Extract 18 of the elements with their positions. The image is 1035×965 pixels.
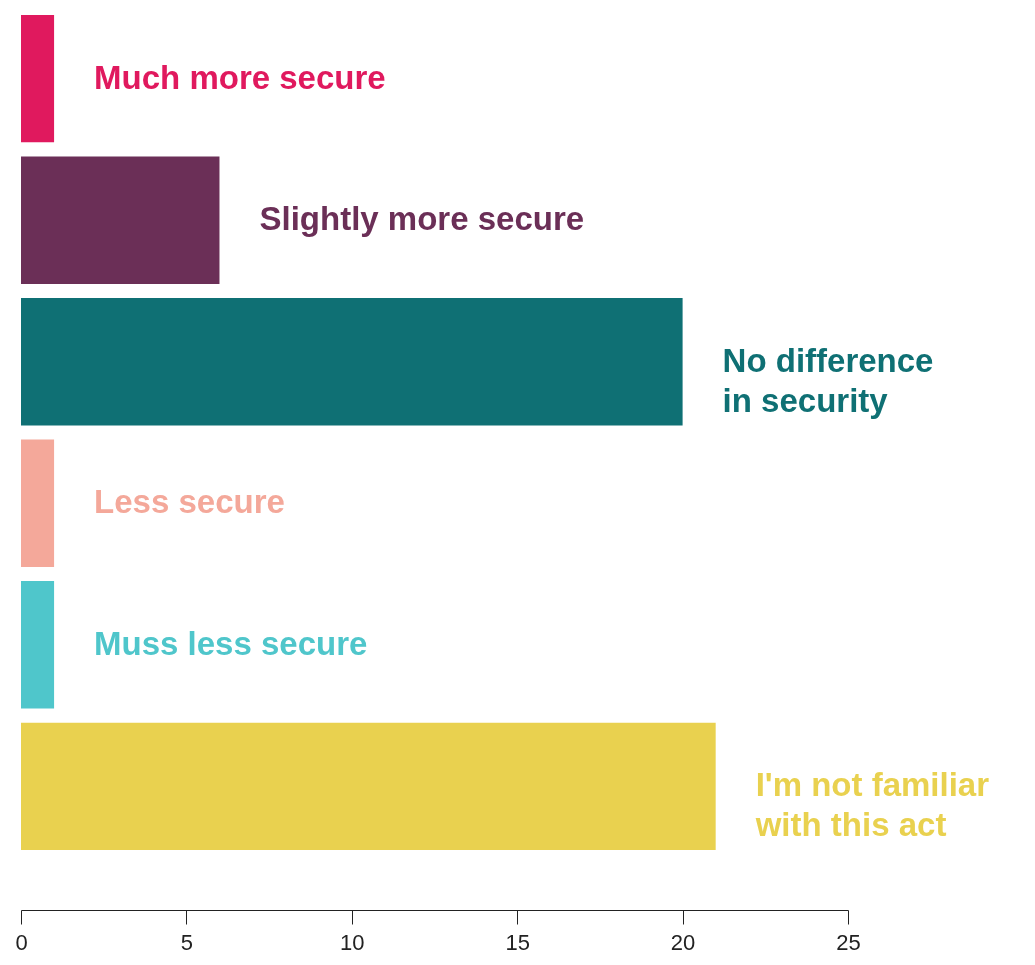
- x-tick-label: 5: [180, 929, 194, 955]
- bar: [21, 722, 716, 850]
- bar: [21, 156, 220, 284]
- y-tick-label: Muss less secure: [94, 624, 368, 662]
- y-tick-label: Less secure: [94, 483, 285, 521]
- bar: [21, 581, 55, 709]
- bar: [21, 15, 55, 143]
- bar: [21, 298, 683, 426]
- x-tick-label: 15: [505, 929, 530, 955]
- bar: [21, 439, 55, 567]
- x-tick-label: 10: [340, 929, 365, 955]
- y-tick-label: No difference in security: [722, 341, 934, 419]
- y-tick-label: Slightly more secure: [259, 200, 585, 238]
- x-tick-label: 20: [670, 929, 696, 955]
- y-tick-label: Much more secure: [94, 58, 386, 96]
- x-tick-label: 0: [15, 929, 28, 955]
- y-tick-label: I'm not familiar with this act: [754, 766, 990, 844]
- x-tick-label: 25: [836, 929, 861, 955]
